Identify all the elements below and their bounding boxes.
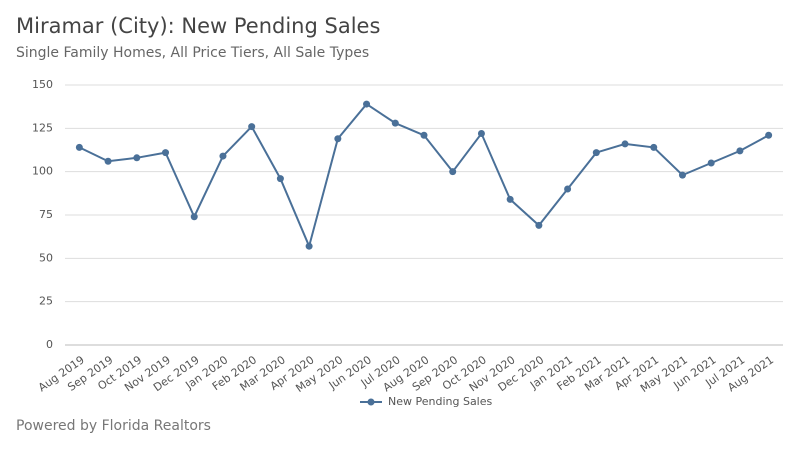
point <box>707 159 715 167</box>
chart-subtitle: Single Family Homes, All Price Tiers, Al… <box>16 45 369 61</box>
chart-title: Miramar (City): New Pending Sales <box>16 14 380 38</box>
point <box>104 157 112 165</box>
source-note: Powered by Florida Realtors <box>16 418 211 434</box>
point <box>736 147 744 155</box>
point <box>305 242 313 250</box>
legend-label: New Pending Sales <box>388 395 493 408</box>
y-tick-label: 150 <box>32 78 53 91</box>
point <box>765 131 773 139</box>
point <box>564 185 572 193</box>
point <box>592 149 600 157</box>
point <box>506 195 514 203</box>
point <box>219 152 227 160</box>
legend-marker <box>367 398 375 406</box>
y-tick-label: 25 <box>39 295 53 308</box>
point <box>248 123 256 131</box>
point <box>650 143 658 151</box>
point <box>449 168 457 176</box>
point <box>477 130 485 138</box>
point <box>420 131 428 139</box>
point <box>334 135 342 143</box>
point <box>133 154 141 162</box>
point <box>276 175 284 183</box>
y-tick-label: 0 <box>46 338 53 351</box>
y-tick-label: 50 <box>39 251 53 264</box>
y-tick-label: 100 <box>32 165 53 178</box>
point <box>190 213 198 221</box>
y-tick-label: 125 <box>32 121 53 134</box>
point <box>621 140 629 148</box>
point <box>535 221 543 229</box>
point <box>75 143 83 151</box>
line <box>78 102 770 250</box>
point <box>678 171 686 179</box>
point <box>363 100 371 108</box>
point <box>391 119 399 127</box>
y-tick-label: 75 <box>39 208 53 221</box>
point <box>162 149 170 157</box>
